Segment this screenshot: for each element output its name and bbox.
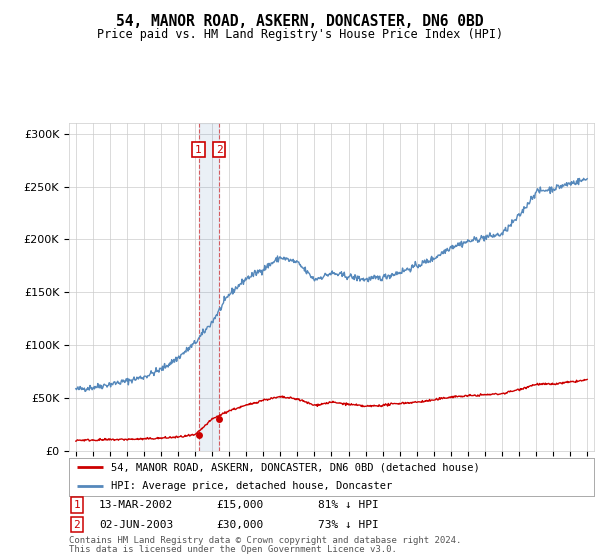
Text: 1: 1 [73, 500, 80, 510]
Text: 1: 1 [195, 144, 202, 155]
Text: This data is licensed under the Open Government Licence v3.0.: This data is licensed under the Open Gov… [69, 545, 397, 554]
Text: 81% ↓ HPI: 81% ↓ HPI [318, 500, 379, 510]
Text: 02-JUN-2003: 02-JUN-2003 [99, 520, 173, 530]
Text: £15,000: £15,000 [216, 500, 263, 510]
Text: 2: 2 [73, 520, 80, 530]
Text: 13-MAR-2002: 13-MAR-2002 [99, 500, 173, 510]
Text: Price paid vs. HM Land Registry's House Price Index (HPI): Price paid vs. HM Land Registry's House … [97, 28, 503, 41]
Text: 73% ↓ HPI: 73% ↓ HPI [318, 520, 379, 530]
Text: 2: 2 [216, 144, 223, 155]
Text: 54, MANOR ROAD, ASKERN, DONCASTER, DN6 0BD (detached house): 54, MANOR ROAD, ASKERN, DONCASTER, DN6 0… [111, 462, 480, 472]
Bar [199, 123, 220, 451]
Text: £30,000: £30,000 [216, 520, 263, 530]
Text: Contains HM Land Registry data © Crown copyright and database right 2024.: Contains HM Land Registry data © Crown c… [69, 536, 461, 545]
Text: HPI: Average price, detached house, Doncaster: HPI: Average price, detached house, Donc… [111, 481, 392, 491]
Text: 54, MANOR ROAD, ASKERN, DONCASTER, DN6 0BD: 54, MANOR ROAD, ASKERN, DONCASTER, DN6 0… [116, 14, 484, 29]
